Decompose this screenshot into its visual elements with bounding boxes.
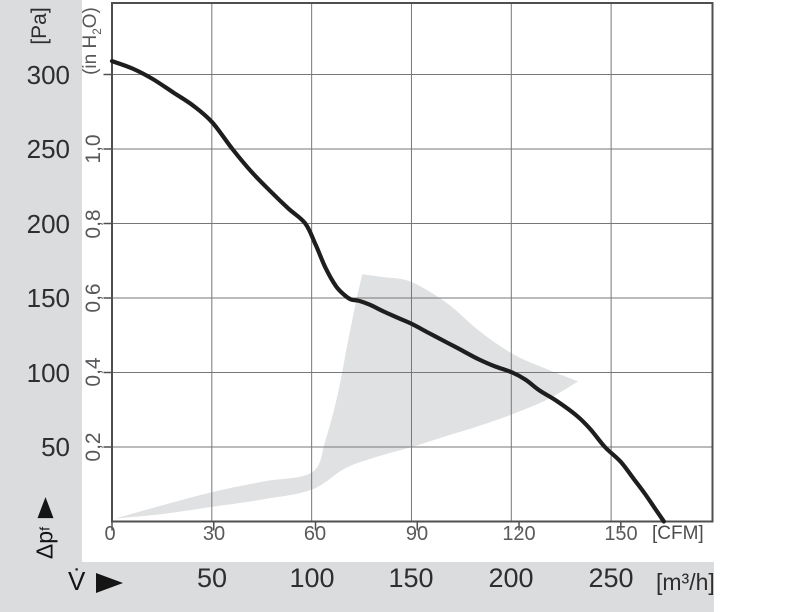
m3h-unit-label: [m³/h] [656, 569, 715, 595]
cfm-tick-label: 150 [604, 523, 638, 545]
pa-tick-label: 100 [26, 358, 70, 388]
delta-pf-text: Δp [31, 530, 58, 560]
pa-tick-label: 250 [26, 134, 70, 164]
delta-pf-subscript: f [37, 526, 53, 531]
m3h-tick-label: 250 [588, 563, 634, 593]
m3h-tick-label: 100 [289, 563, 335, 593]
m3h-tick-label: 150 [388, 563, 434, 593]
m3h-tick-label: 200 [488, 563, 534, 593]
flow-axis-symbol: V̇ [68, 566, 124, 597]
inh2o-tick-label: 1,0 [82, 134, 105, 164]
inh2o-unit-part1: (in H [80, 34, 102, 75]
operating-region [115, 274, 579, 519]
cfm-tick-label: 120 [502, 523, 536, 545]
pa-tick-label: 300 [26, 60, 70, 90]
cfm-tick-label: 60 [303, 523, 327, 545]
cfm-tick-label: 90 [405, 523, 429, 545]
fan-curve [109, 59, 666, 524]
cfm-tick-label: 30 [202, 523, 226, 545]
cfm-tick-label: 0 [104, 523, 116, 545]
right-arrow-icon [96, 573, 124, 593]
pa-tick-label: 200 [26, 209, 70, 239]
plot-frame [111, 2, 714, 523]
cfm-unit-label: [CFM] [652, 523, 704, 544]
delta-pf-axis-symbol: Δp f [31, 496, 59, 560]
inh2o-tick-label: 0,4 [82, 357, 105, 387]
pa-tick-label: 150 [26, 283, 70, 313]
inh2o-unit-label: (in H2O) [80, 7, 104, 75]
flow-symbol-text: V̇ [68, 566, 86, 596]
inh2o-unit-subscript: 2 [90, 28, 104, 35]
inh2o-tick-label: 0,8 [82, 209, 105, 239]
inh2o-tick-label: 0,2 [82, 432, 105, 462]
inh2o-tick-label: 0,6 [82, 283, 105, 313]
up-arrow-icon [37, 496, 53, 518]
pa-unit-label: [Pa] [28, 7, 51, 45]
left-axis-band [0, 0, 82, 612]
m3h-tick-label: 50 [196, 563, 228, 593]
inh2o-unit-part2: O) [80, 7, 102, 29]
pa-tick-label: 50 [41, 432, 70, 462]
